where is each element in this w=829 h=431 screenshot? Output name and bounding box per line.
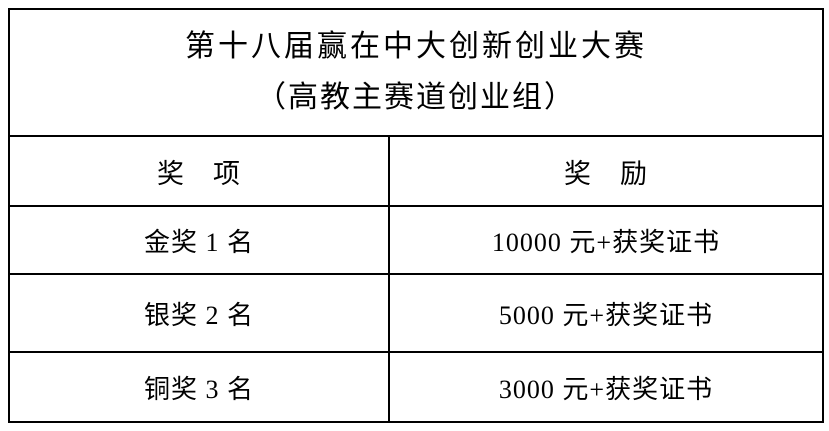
award-cell-bronze: 铜奖 3 名 bbox=[10, 353, 390, 421]
table-row: 银奖 2 名 5000 元+获奖证书 bbox=[10, 273, 822, 351]
column-header-award: 奖 项 bbox=[10, 137, 390, 205]
table-subtitle: （高教主赛道创业组） bbox=[256, 81, 576, 115]
prize-cell-bronze: 3000 元+获奖证书 bbox=[498, 374, 714, 404]
table-title-section: 第十八届赢在中大创新创业大赛 （高教主赛道创业组） bbox=[10, 10, 822, 135]
prize-cell-silver: 5000 元+获奖证书 bbox=[498, 300, 714, 330]
table-row: 金奖 1 名 10000 元+获奖证书 bbox=[10, 205, 822, 273]
prize-cell-gold: 10000 元+获奖证书 bbox=[491, 227, 721, 257]
table-header-row: 奖 项 奖 励 bbox=[10, 135, 822, 205]
column-header-prize: 奖 励 bbox=[564, 158, 648, 189]
award-cell-gold: 金奖 1 名 bbox=[10, 207, 390, 273]
award-table: 第十八届赢在中大创新创业大赛 （高教主赛道创业组） 奖 项 奖 励 金奖 1 名… bbox=[8, 8, 824, 423]
table-row: 铜奖 3 名 3000 元+获奖证书 bbox=[10, 351, 822, 421]
award-cell-silver: 银奖 2 名 bbox=[10, 275, 390, 351]
table-title: 第十八届赢在中大创新创业大赛 bbox=[185, 29, 647, 63]
